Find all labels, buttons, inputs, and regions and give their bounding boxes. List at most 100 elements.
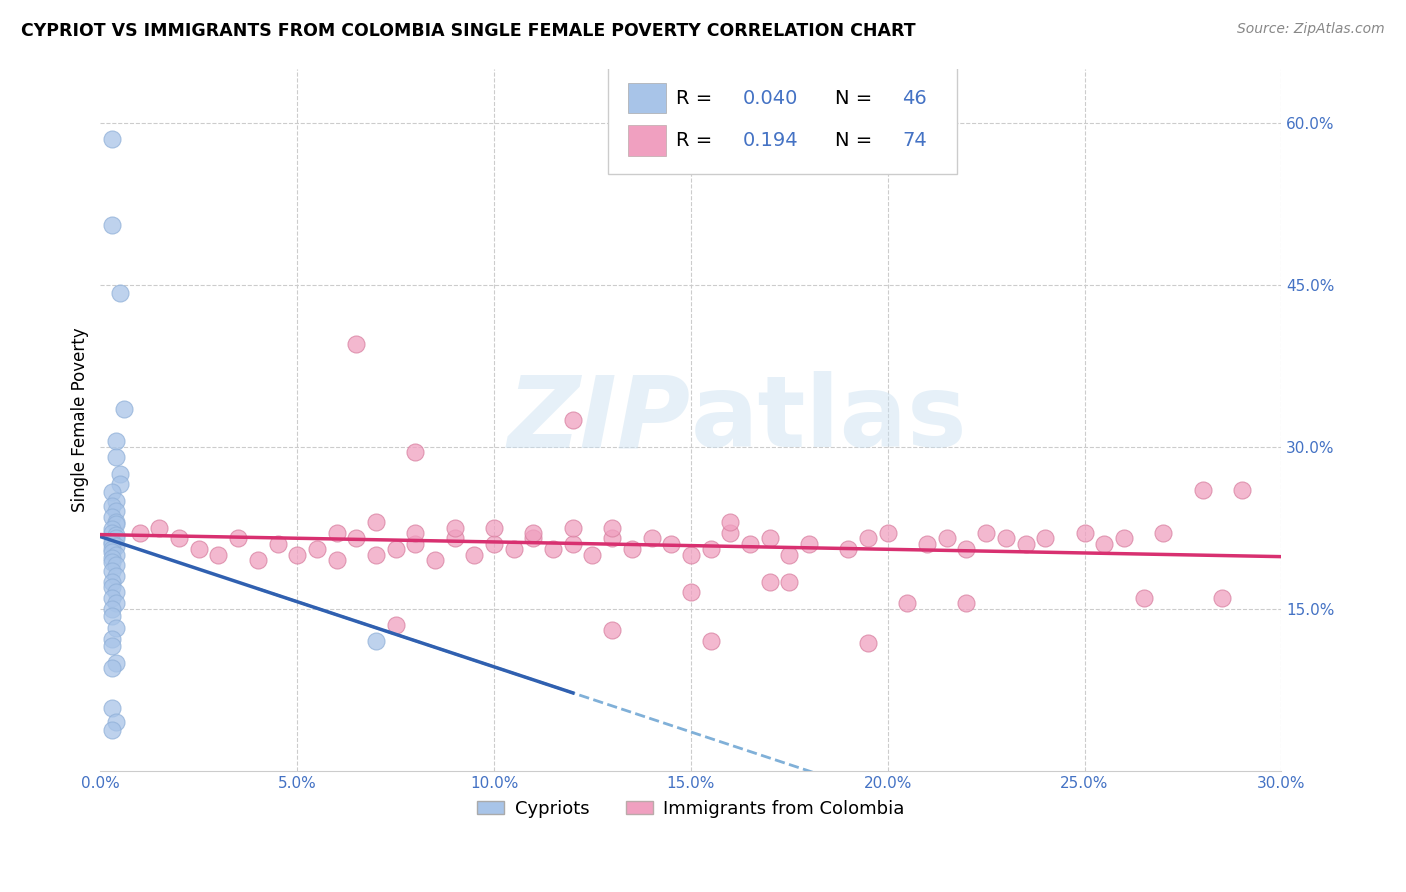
Point — [105, 621, 128, 635]
Point — [108, 286, 131, 301]
Point — [974, 526, 997, 541]
Point — [699, 542, 721, 557]
Point — [482, 537, 505, 551]
Point — [935, 532, 957, 546]
Point — [325, 526, 347, 541]
Point — [364, 548, 387, 562]
Point — [423, 553, 446, 567]
Point — [101, 555, 124, 569]
Point — [105, 539, 128, 553]
Point — [718, 526, 741, 541]
Point — [876, 526, 898, 541]
Point — [659, 537, 682, 551]
Text: R =: R = — [675, 130, 718, 150]
Point — [105, 450, 128, 465]
Point — [285, 548, 308, 562]
Point — [679, 548, 702, 562]
Point — [600, 521, 623, 535]
Text: 0.194: 0.194 — [742, 130, 799, 150]
Point — [384, 542, 406, 557]
Point — [101, 499, 124, 513]
Point — [364, 634, 387, 648]
Point — [896, 596, 918, 610]
Point — [384, 618, 406, 632]
Point — [101, 574, 124, 589]
Point — [443, 532, 465, 546]
Point — [101, 545, 124, 559]
Point — [101, 564, 124, 578]
Point — [246, 553, 269, 567]
Point — [112, 401, 135, 416]
Point — [344, 337, 367, 351]
Text: 46: 46 — [903, 88, 927, 108]
Text: N =: N = — [835, 130, 879, 150]
Point — [581, 548, 603, 562]
Point — [561, 412, 583, 426]
Point — [482, 521, 505, 535]
Point — [105, 558, 128, 573]
Point — [955, 542, 977, 557]
Point — [101, 537, 124, 551]
Point — [856, 636, 879, 650]
Point — [105, 656, 128, 670]
Point — [915, 537, 938, 551]
Point — [797, 537, 820, 551]
Point — [105, 715, 128, 730]
Point — [101, 609, 124, 624]
Point — [561, 521, 583, 535]
Point — [344, 532, 367, 546]
Text: N =: N = — [835, 88, 879, 108]
Point — [101, 218, 124, 232]
Point — [101, 509, 124, 524]
Point — [101, 542, 124, 557]
Point — [266, 537, 288, 551]
Point — [1092, 537, 1115, 551]
Point — [837, 542, 859, 557]
Point — [640, 532, 662, 546]
Point — [463, 548, 485, 562]
Point — [1112, 532, 1135, 546]
Point — [207, 548, 229, 562]
Point — [856, 532, 879, 546]
Point — [1211, 591, 1233, 605]
Point — [105, 515, 128, 529]
Point — [1014, 537, 1036, 551]
Point — [679, 585, 702, 599]
Point — [738, 537, 761, 551]
Point — [101, 701, 124, 715]
Point — [105, 548, 128, 562]
Point — [758, 532, 780, 546]
Point — [600, 624, 623, 638]
Text: atlas: atlas — [690, 371, 967, 468]
Point — [404, 526, 426, 541]
Point — [101, 661, 124, 675]
Point — [404, 537, 426, 551]
Point — [148, 521, 170, 535]
Point — [778, 574, 800, 589]
Point — [105, 493, 128, 508]
Point — [105, 585, 128, 599]
Point — [108, 477, 131, 491]
Point — [105, 532, 128, 546]
Point — [101, 601, 124, 615]
Point — [105, 528, 128, 542]
Point — [108, 467, 131, 481]
Text: 74: 74 — [903, 130, 927, 150]
Legend: Cypriots, Immigrants from Colombia: Cypriots, Immigrants from Colombia — [470, 792, 912, 825]
Point — [1073, 526, 1095, 541]
Point — [364, 515, 387, 529]
Point — [561, 537, 583, 551]
FancyBboxPatch shape — [628, 125, 666, 155]
Y-axis label: Single Female Poverty: Single Female Poverty — [72, 327, 89, 512]
Point — [699, 634, 721, 648]
Point — [101, 640, 124, 654]
Point — [128, 526, 150, 541]
Text: R =: R = — [675, 88, 718, 108]
Point — [522, 532, 544, 546]
Point — [101, 550, 124, 565]
Point — [101, 526, 124, 541]
FancyBboxPatch shape — [628, 83, 666, 113]
Point — [404, 445, 426, 459]
Point — [522, 526, 544, 541]
Point — [105, 517, 128, 532]
